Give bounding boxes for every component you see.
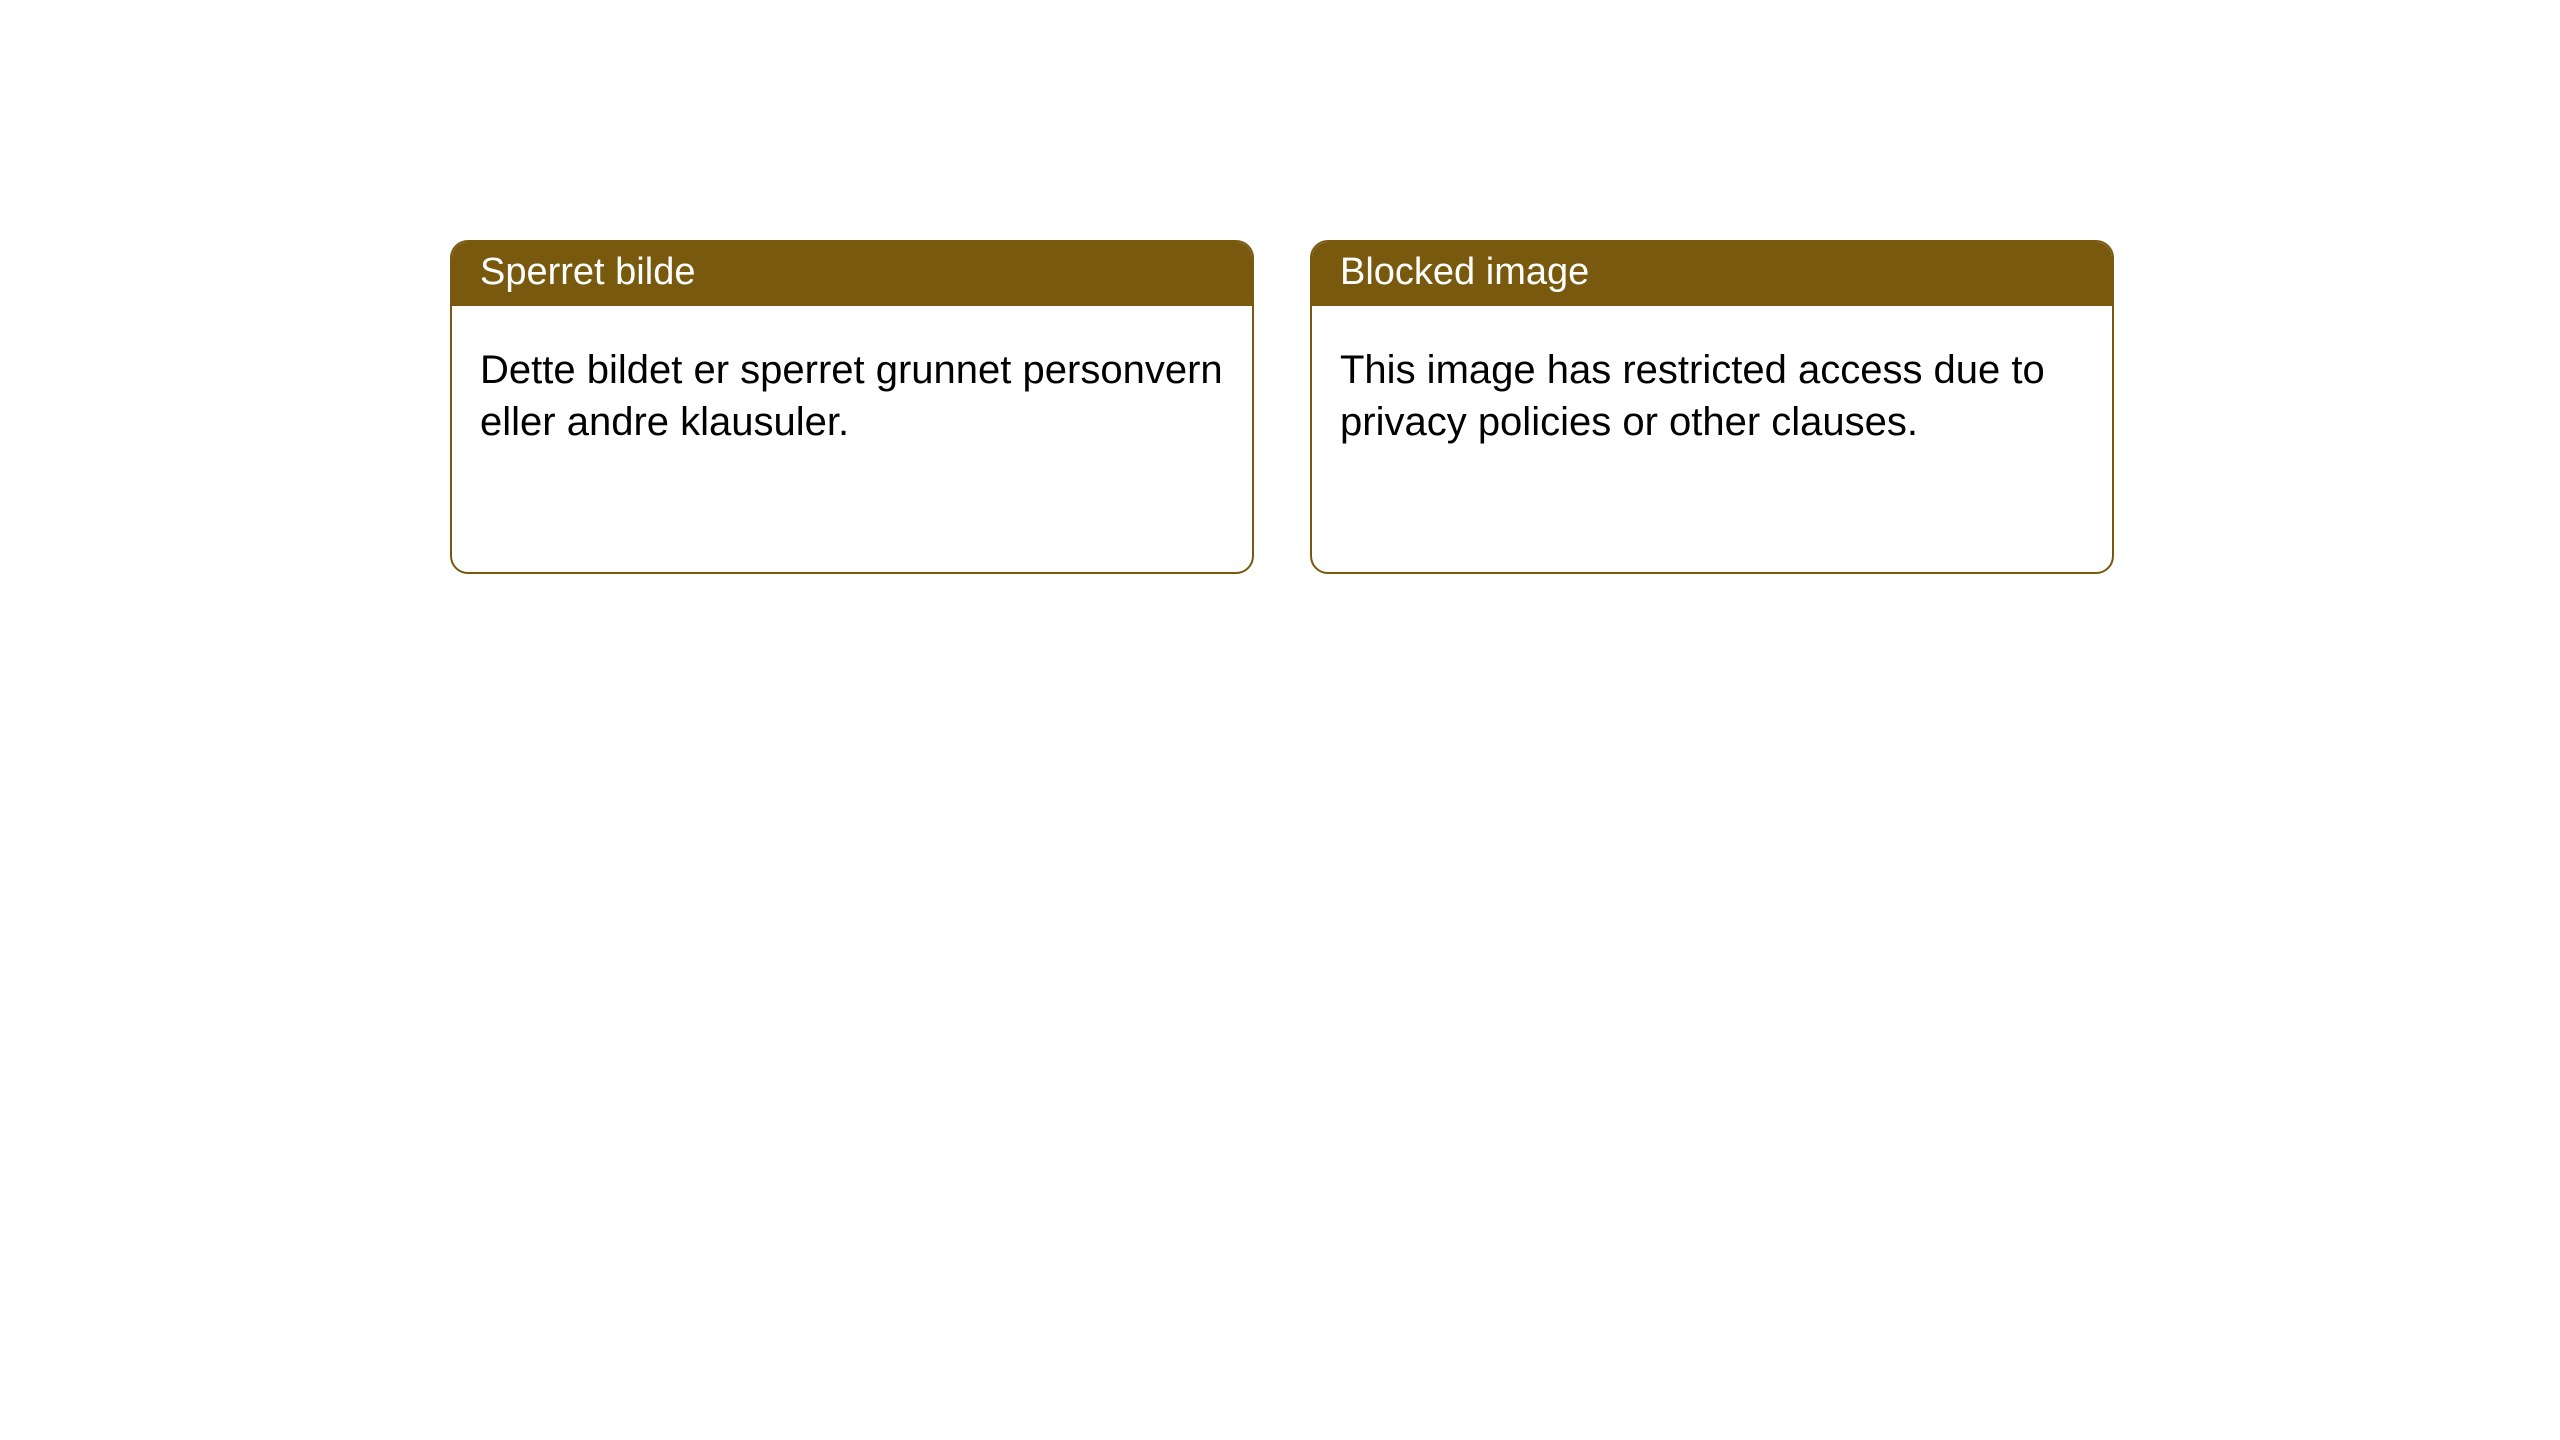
notice-card-english: Blocked image This image has restricted … bbox=[1310, 240, 2114, 574]
notice-title-norwegian: Sperret bilde bbox=[452, 242, 1252, 306]
notice-container: Sperret bilde Dette bildet er sperret gr… bbox=[0, 0, 2560, 574]
notice-card-norwegian: Sperret bilde Dette bildet er sperret gr… bbox=[450, 240, 1254, 574]
notice-title-english: Blocked image bbox=[1312, 242, 2112, 306]
notice-body-english: This image has restricted access due to … bbox=[1312, 306, 2112, 486]
notice-body-norwegian: Dette bildet er sperret grunnet personve… bbox=[452, 306, 1252, 486]
